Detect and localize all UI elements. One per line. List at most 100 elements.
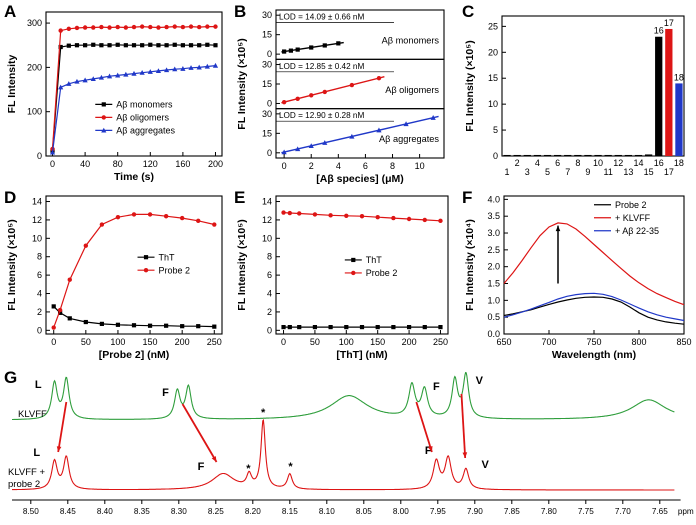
- panel-g-label: G: [4, 368, 18, 387]
- svg-text:8.20: 8.20: [245, 507, 261, 516]
- panel-a-label: A: [4, 2, 17, 21]
- svg-text:15: 15: [644, 167, 654, 177]
- panel-b: B 0 15 30 LOD = 14.09 ± 0.66 nM Aβ monomers 0…: [232, 2, 456, 186]
- svg-text:2.0: 2.0: [487, 262, 500, 272]
- svg-text:8: 8: [575, 158, 580, 168]
- svg-text:*: *: [288, 461, 293, 473]
- panel-c: C 0 5 10 15 20 25 1 2 3 4 5 6 7 8 9 10 11 12 13 14 15 16 17 18 1…: [460, 2, 692, 186]
- svg-text:8.40: 8.40: [97, 507, 113, 516]
- svg-text:F: F: [162, 387, 169, 399]
- svg-text:Aβ aggregates: Aβ aggregates: [379, 134, 439, 144]
- svg-text:Probe 2: Probe 2: [366, 268, 398, 278]
- svg-text:120: 120: [143, 159, 158, 169]
- svg-text:8.00: 8.00: [393, 507, 409, 516]
- svg-text:Aβ oligomers: Aβ oligomers: [385, 85, 439, 95]
- svg-text:800: 800: [631, 337, 646, 347]
- svg-text:probe 2: probe 2: [8, 479, 40, 490]
- panel-e: E 0 50 100 150 200 250 0 2 4 6 8 10 12 14 [ThT] (nM) FL…: [232, 188, 456, 366]
- svg-text:16: 16: [654, 26, 664, 36]
- svg-text:20: 20: [488, 47, 498, 57]
- svg-text:Aβ monomers: Aβ monomers: [116, 100, 173, 110]
- svg-text:ppm: ppm: [678, 507, 694, 516]
- svg-text:8.35: 8.35: [134, 507, 150, 516]
- panel-c-label: C: [462, 2, 475, 21]
- svg-text:Probe 2: Probe 2: [615, 200, 647, 210]
- svg-text:12: 12: [613, 158, 623, 168]
- chart-f-spectra: 650 700 750 800 850 0.0 0.5 1.0 1.5 2.0 2.5 3.0 3.5 4…: [464, 194, 692, 361]
- svg-text:10: 10: [415, 161, 425, 171]
- svg-text:7.70: 7.70: [615, 507, 631, 516]
- svg-text:LOD = 12.90 ± 0.28 nM: LOD = 12.90 ± 0.28 nM: [279, 111, 364, 120]
- panel-e-label: E: [234, 188, 246, 207]
- svg-text:F: F: [425, 445, 432, 457]
- svg-text:8: 8: [37, 252, 42, 262]
- svg-text:15: 15: [262, 128, 272, 138]
- svg-text:1.0: 1.0: [487, 295, 500, 305]
- panel-g: G 8.50 8.45 8.40 8.35 8.30 8.25 8.20 8.15 8.10 8.…: [2, 368, 694, 523]
- svg-text:8.50: 8.50: [23, 507, 39, 516]
- svg-text:1: 1: [505, 167, 510, 177]
- svg-text:7: 7: [565, 167, 570, 177]
- svg-text:150: 150: [143, 337, 158, 347]
- svg-text:200: 200: [208, 159, 223, 169]
- svg-text:KLVFF: KLVFF: [18, 409, 47, 420]
- svg-text:18: 18: [674, 72, 684, 82]
- svg-text:750: 750: [586, 337, 601, 347]
- chart-g-nmr: 8.50 8.45 8.40 8.35 8.30 8.25 8.20 8.15 8.10 8.05…: [8, 371, 694, 516]
- svg-text:14: 14: [32, 197, 42, 207]
- svg-text:8.45: 8.45: [60, 507, 76, 516]
- svg-text:ThT: ThT: [159, 252, 176, 262]
- svg-text:+ Aβ 22-35: + Aβ 22-35: [615, 226, 659, 236]
- panel-d-label: D: [4, 188, 17, 207]
- svg-text:3.5: 3.5: [487, 211, 500, 221]
- svg-text:0: 0: [267, 148, 272, 158]
- svg-text:V: V: [481, 459, 489, 471]
- svg-text:250: 250: [433, 337, 448, 347]
- svg-text:2: 2: [37, 307, 42, 317]
- svg-text:850: 850: [676, 337, 691, 347]
- svg-text:30: 30: [262, 10, 272, 20]
- svg-text:16: 16: [654, 158, 664, 168]
- svg-text:14: 14: [633, 158, 643, 168]
- svg-text:160: 160: [175, 159, 190, 169]
- svg-text:+ KLVFF: + KLVFF: [615, 213, 651, 223]
- svg-text:2: 2: [309, 161, 314, 171]
- svg-text:50: 50: [310, 337, 320, 347]
- svg-text:*: *: [261, 407, 266, 419]
- svg-text:Aβ monomers: Aβ monomers: [382, 36, 440, 46]
- svg-text:13: 13: [623, 167, 633, 177]
- svg-text:700: 700: [541, 337, 556, 347]
- svg-text:17: 17: [664, 18, 674, 28]
- svg-text:5: 5: [545, 167, 550, 177]
- svg-text:4: 4: [336, 161, 341, 171]
- svg-text:4.0: 4.0: [487, 194, 500, 204]
- svg-text:30: 30: [262, 60, 272, 70]
- svg-text:FL Intensity (×10⁵): FL Intensity (×10⁵): [236, 38, 248, 129]
- svg-text:FL Intensity: FL Intensity: [6, 54, 18, 113]
- panel-d: D 0 50 100 150 200 250 0 2 4 6 8 10 12 14 [Probe 2] (n…: [2, 188, 230, 366]
- svg-text:[Aβ species] (μM): [Aβ species] (μM): [316, 173, 404, 185]
- svg-text:[Probe 2] (nM): [Probe 2] (nM): [99, 349, 170, 361]
- svg-text:11: 11: [603, 167, 612, 177]
- svg-text:17: 17: [664, 167, 674, 177]
- svg-text:4: 4: [535, 158, 540, 168]
- svg-text:12: 12: [262, 215, 272, 225]
- svg-text:100: 100: [339, 337, 354, 347]
- svg-text:10: 10: [593, 158, 603, 168]
- svg-text:F: F: [198, 461, 205, 473]
- svg-text:0: 0: [37, 325, 42, 335]
- svg-text:KLVFF +: KLVFF +: [8, 467, 45, 478]
- svg-text:7.80: 7.80: [541, 507, 557, 516]
- svg-text:1.5: 1.5: [487, 279, 500, 289]
- svg-text:4: 4: [37, 289, 42, 299]
- svg-text:5: 5: [493, 125, 498, 135]
- svg-text:200: 200: [175, 337, 190, 347]
- svg-text:0.0: 0.0: [487, 329, 500, 339]
- svg-text:10: 10: [488, 99, 498, 109]
- svg-text:200: 200: [402, 337, 417, 347]
- svg-text:15: 15: [262, 79, 272, 89]
- svg-text:0: 0: [282, 161, 287, 171]
- svg-text:V: V: [476, 375, 484, 387]
- svg-text:LOD = 14.09 ± 0.66 nM: LOD = 14.09 ± 0.66 nM: [279, 13, 364, 22]
- svg-text:6: 6: [555, 158, 560, 168]
